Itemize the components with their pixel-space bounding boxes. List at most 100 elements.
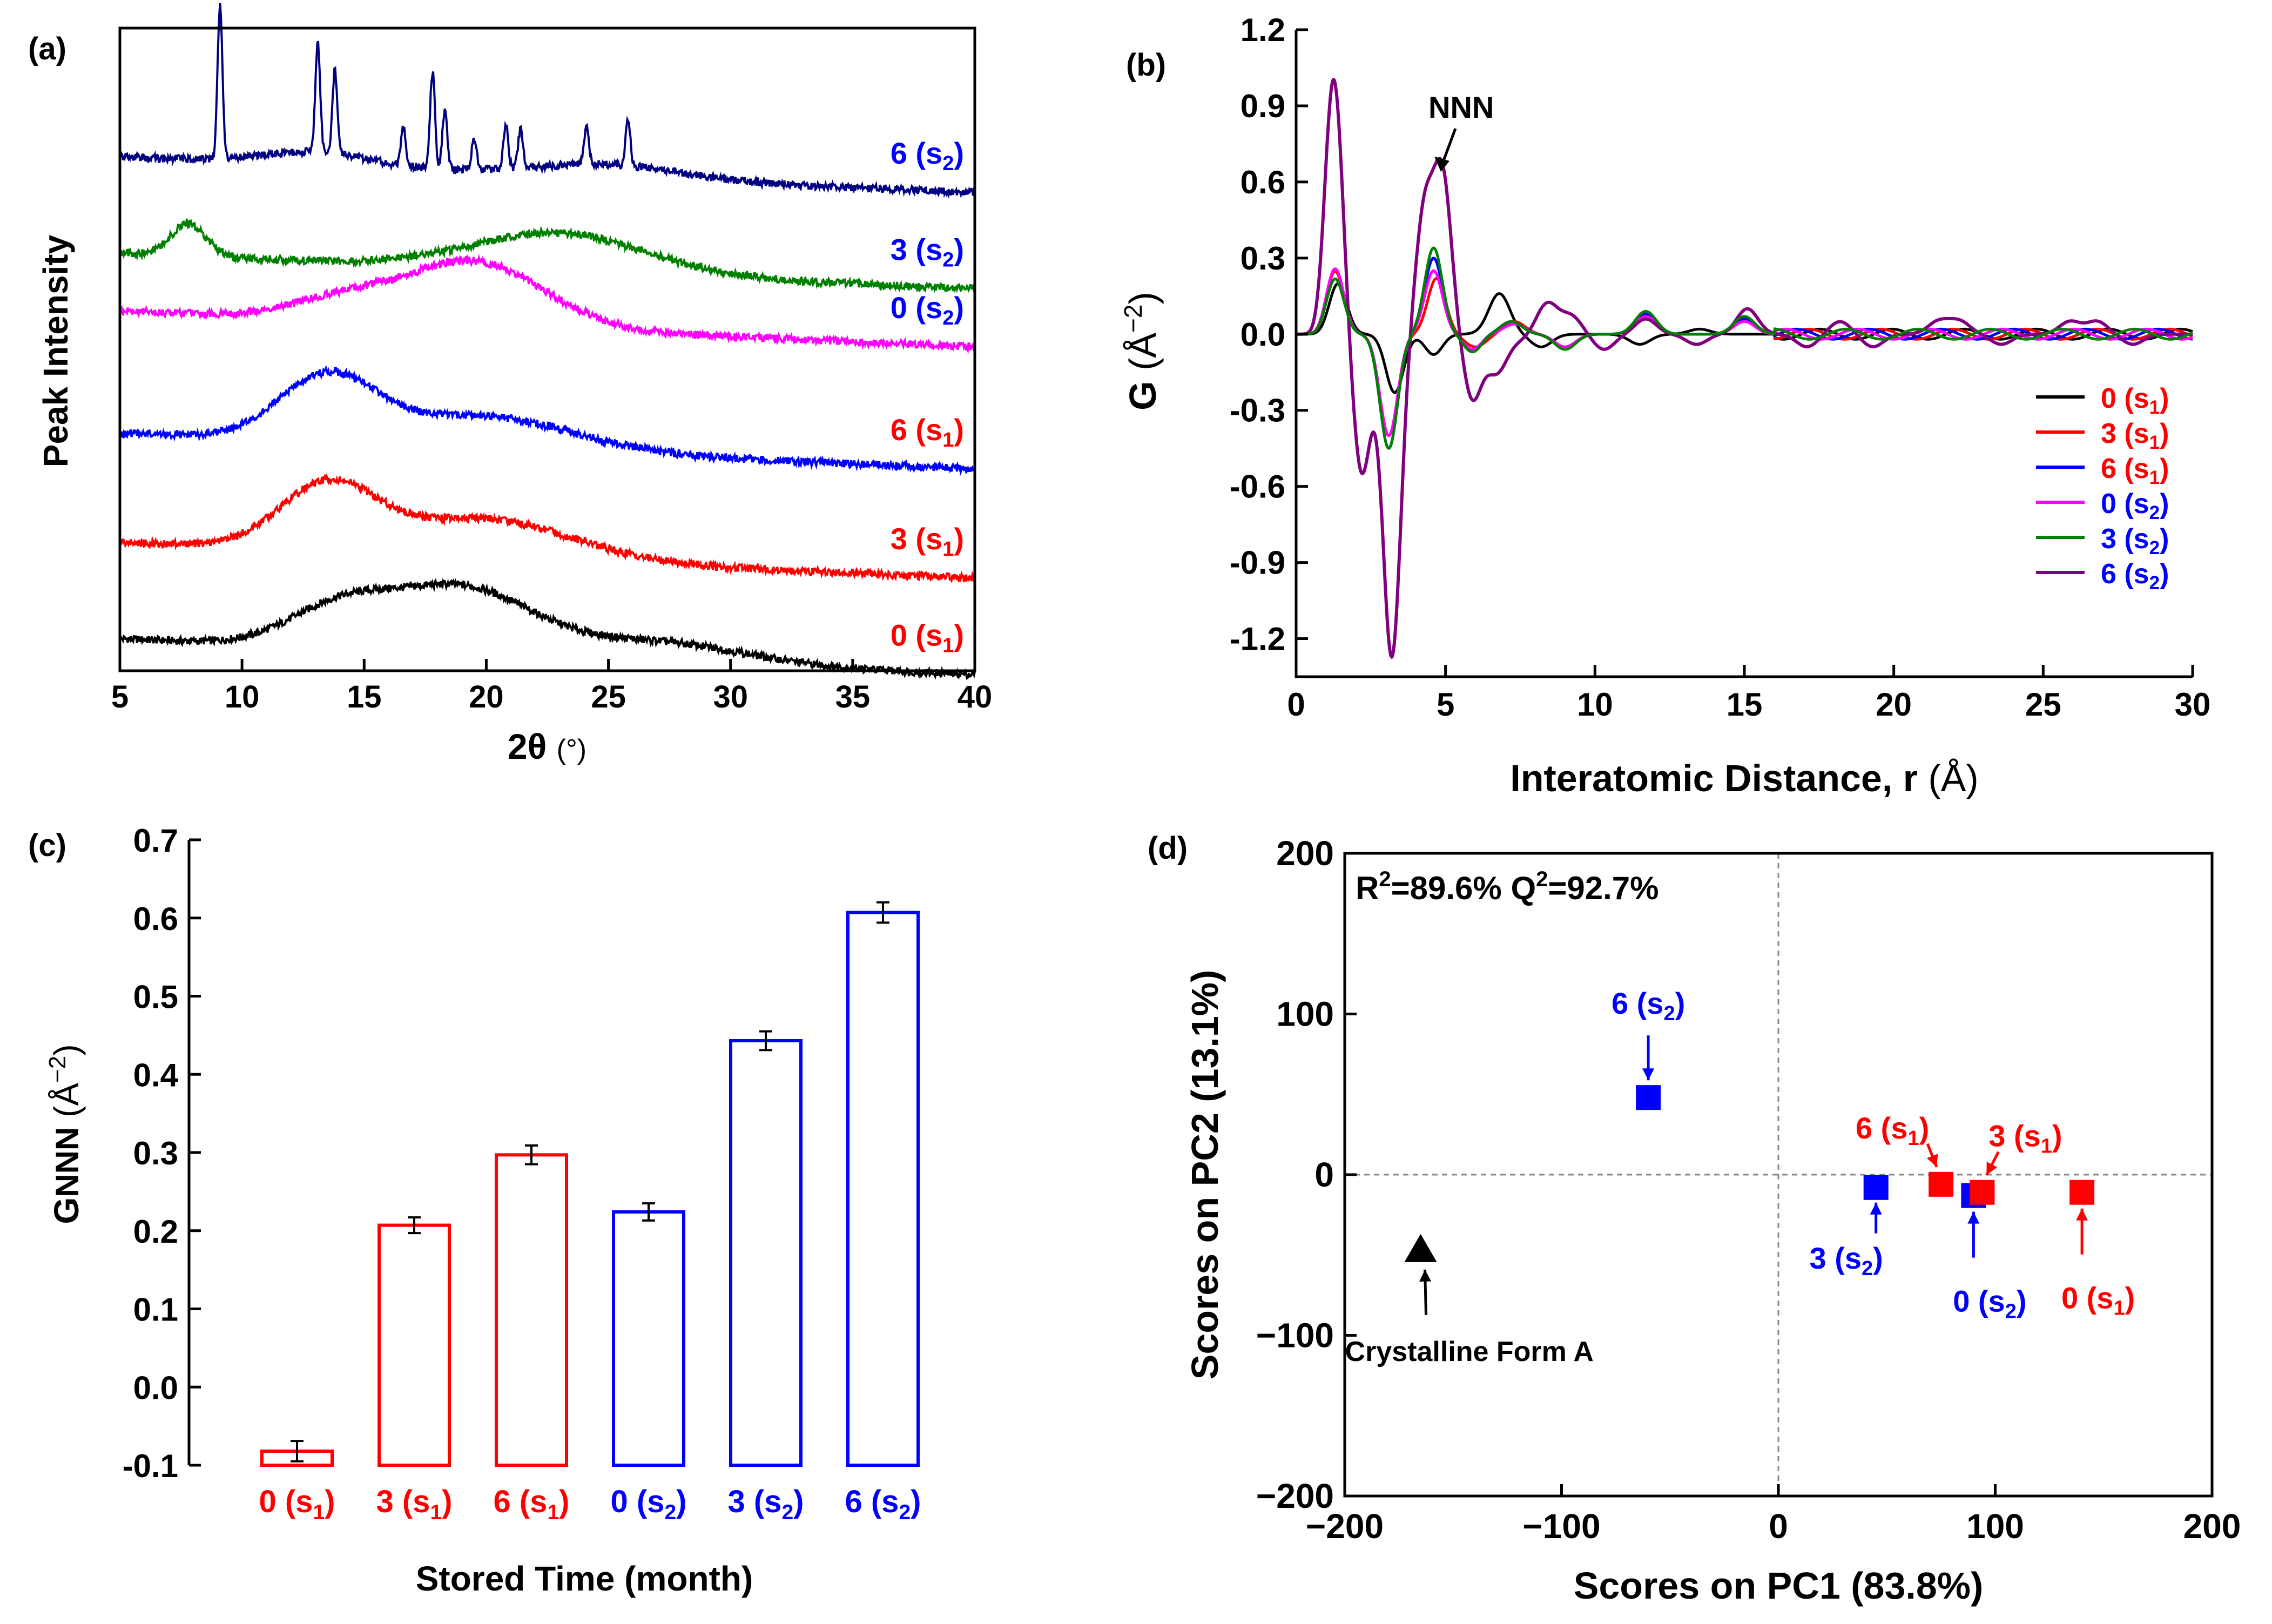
legend-label-3-s2: 3 (s2) <box>2101 523 2169 558</box>
errorbar-0-s1 <box>291 1440 304 1463</box>
panel-d-stats-r-val: =89.6% <box>1391 870 1502 906</box>
errorbar-3-s2 <box>759 1030 772 1052</box>
panel-a-x-axis: 5 10 15 20 25 30 35 40 <box>111 659 992 715</box>
panel-b-ytick-label: 0.6 <box>1241 164 1285 200</box>
panel-b-ytick-label: -0.9 <box>1230 545 1285 581</box>
panel-a-xtick-label: 20 <box>469 679 504 715</box>
point-arrowhead <box>1986 1162 1998 1175</box>
errorbar-6-s2 <box>877 901 889 924</box>
panel-d-ytick-label: −200 <box>1256 1477 1334 1515</box>
panel-d-stats-q-sup: 2 <box>1536 867 1548 891</box>
panel-label-c: (c) <box>28 828 66 863</box>
point-6-s2 <box>1636 1085 1661 1110</box>
panel-c-ylabel-sup: −2 <box>44 1056 71 1083</box>
point-label-3-s1: 3 (s1) <box>1988 1119 2062 1158</box>
panel-d-zero-lines <box>1345 853 2212 1496</box>
panel-c-bars <box>260 901 920 1467</box>
point-label-3-s2: 3 (s2) <box>1810 1241 1883 1280</box>
panel-c-ylabel-sub: NNN <box>49 1127 85 1197</box>
point-label-6-s1: 6 (s1) <box>1856 1111 1929 1150</box>
panel-c-category-labels: 0 (s1) 3 (s1) 6 (s1) 0 (s2) 3 (s2) 6 (s2) <box>259 1484 921 1524</box>
panel-d-xtick-label: 100 <box>1966 1507 2024 1546</box>
panel-b-xtick-label: 5 <box>1437 686 1454 723</box>
point-arrowhead <box>1642 1068 1655 1081</box>
panel-a-xlabel: 2θ (°) <box>508 726 586 766</box>
panel-d-xtick-label: −100 <box>1522 1507 1600 1546</box>
panel-c-ytick-label: 0.3 <box>133 1135 178 1171</box>
panel-b-xtick-label: 0 <box>1287 686 1305 723</box>
panel-a-xtick-label: 10 <box>225 679 260 715</box>
panel-d-stats-r-sup: 2 <box>1379 867 1391 891</box>
panel-c-ytick-label: 0.1 <box>133 1292 178 1328</box>
xrd-line-3-s1 <box>119 473 976 584</box>
panel-a-xtick-label: 40 <box>958 679 993 715</box>
point-0-s1 <box>2069 1180 2095 1205</box>
point-arrowhead <box>1926 1154 1938 1167</box>
xrd-line-6-s1 <box>119 365 976 476</box>
panel-b-annotation-line <box>1441 128 1457 163</box>
panel-d-ytick-label: 200 <box>1276 834 1334 873</box>
panel-c-ytick-label: -0.1 <box>123 1448 178 1484</box>
point-arrowhead <box>1419 1269 1432 1282</box>
panel-c-ytick-label: 0.0 <box>133 1370 178 1406</box>
legend-label-6-s2: 6 (s2) <box>2101 558 2169 594</box>
pdf-line-3-s2 <box>1296 246 2194 450</box>
panel-c-ytick-label: 0.7 <box>133 823 178 859</box>
point-3-s2 <box>1863 1175 1889 1200</box>
panel-b-xlabel-main: Interatomic Distance, r <box>1510 757 1918 799</box>
panel-d-xtick-label: 0 <box>1769 1507 1788 1546</box>
panel-b-ylabel: G (Å−2) <box>1119 292 1164 410</box>
legend-label-6-s1: 6 (s1) <box>2101 453 2169 488</box>
panel-b-plot <box>1296 77 2194 659</box>
panel-d-stats-q: Q <box>1511 870 1536 906</box>
errorbar-3-s1 <box>408 1216 421 1235</box>
panel-c-xlabel: Stored Time (month) <box>416 1559 753 1598</box>
panel-d-xtick-label: 200 <box>2183 1507 2241 1546</box>
pdf-line-0-s1 <box>1296 282 2193 394</box>
panel-b-ytick-label: 0.9 <box>1241 88 1285 124</box>
panel-d-ytick-label: −100 <box>1256 1316 1334 1355</box>
panel-b: 0 5 10 15 20 25 30 -1.2 -0.9 -0.6 -0.3 0.0 0.3 0.6 0.9… <box>1119 12 2210 799</box>
panel-c-ytick-label: 0.4 <box>133 1057 179 1093</box>
panel-b-ylabel-sup: −2 <box>1119 304 1147 332</box>
legend-label-0-s1: 0 (s1) <box>2101 383 2169 418</box>
panel-b-xtick-label: 20 <box>1876 686 1912 723</box>
point-label-0-s1: 0 (s1) <box>2061 1281 2135 1320</box>
xrd-label-6-s1: 6 (s1) <box>891 413 964 452</box>
panel-a-xtick-label: 15 <box>347 679 382 715</box>
point-6-s1 <box>1929 1171 1954 1197</box>
xrd-line-6-s2 <box>119 3 976 199</box>
errorbar-6-s1 <box>525 1144 538 1165</box>
panel-b-ytick-label: 0.0 <box>1241 316 1285 353</box>
panel-b-xtick-label: 30 <box>2175 686 2211 723</box>
panel-a-ylabel: Peak Intensity <box>36 234 75 467</box>
panel-a-plot: 0 (s1) 3 (s1) 6 (s1) 0 (s2) 3 (s2) 6 (s2) <box>119 3 976 680</box>
panel-b-xtick-label: 25 <box>2025 686 2061 723</box>
point-label-6-s2: 6 (s2) <box>1612 986 1685 1025</box>
panel-b-ylabel-unit: (Å <box>1122 333 1164 370</box>
panel-c-ylabel: GNNN (Å−2) <box>44 1044 86 1224</box>
panel-b-ytick-label: 0.3 <box>1241 240 1285 277</box>
panel-d-ytick-label: 0 <box>1314 1155 1334 1194</box>
panel-d-stats-q-val: =92.7% <box>1548 870 1659 906</box>
panel-b-ylabel-close: ) <box>1122 292 1164 304</box>
panel-b-ytick-label: -0.3 <box>1230 393 1285 429</box>
panel-c-ytick-label: 0.2 <box>133 1214 178 1250</box>
panel-b-ytick-label: -0.6 <box>1230 469 1285 505</box>
xrd-line-0-s2 <box>119 253 975 354</box>
xrd-label-6-s2: 6 (s2) <box>891 136 964 175</box>
category-label-0-s2: 0 (s2) <box>611 1484 687 1524</box>
panel-c-ticks: -0.1 0.0 0.1 0.2 0.3 0.4 0.5 0.6 0.7 <box>123 823 201 1484</box>
panel-a-frame <box>118 26 976 672</box>
panel-a-xtick-label: 30 <box>713 679 748 715</box>
panel-b-ytick-label: -1.2 <box>1230 621 1285 657</box>
panel-a: 0 (s1) 3 (s1) 6 (s1) 0 (s2) 3 (s2) 6 (s2) 5 10… <box>36 3 992 766</box>
category-label-0-s1: 0 (s1) <box>259 1484 335 1524</box>
panel-d-stats-r: R <box>1356 870 1379 906</box>
panel-d-ylabel: Scores on PC2 (13.1%) <box>1184 970 1226 1380</box>
panel-a-xtick-label: 25 <box>591 679 626 715</box>
panel-c-ytick-label: 0.5 <box>133 979 178 1015</box>
panel-a-xtick-label: 35 <box>835 679 871 715</box>
panel-a-xtick-label: 5 <box>111 679 129 715</box>
